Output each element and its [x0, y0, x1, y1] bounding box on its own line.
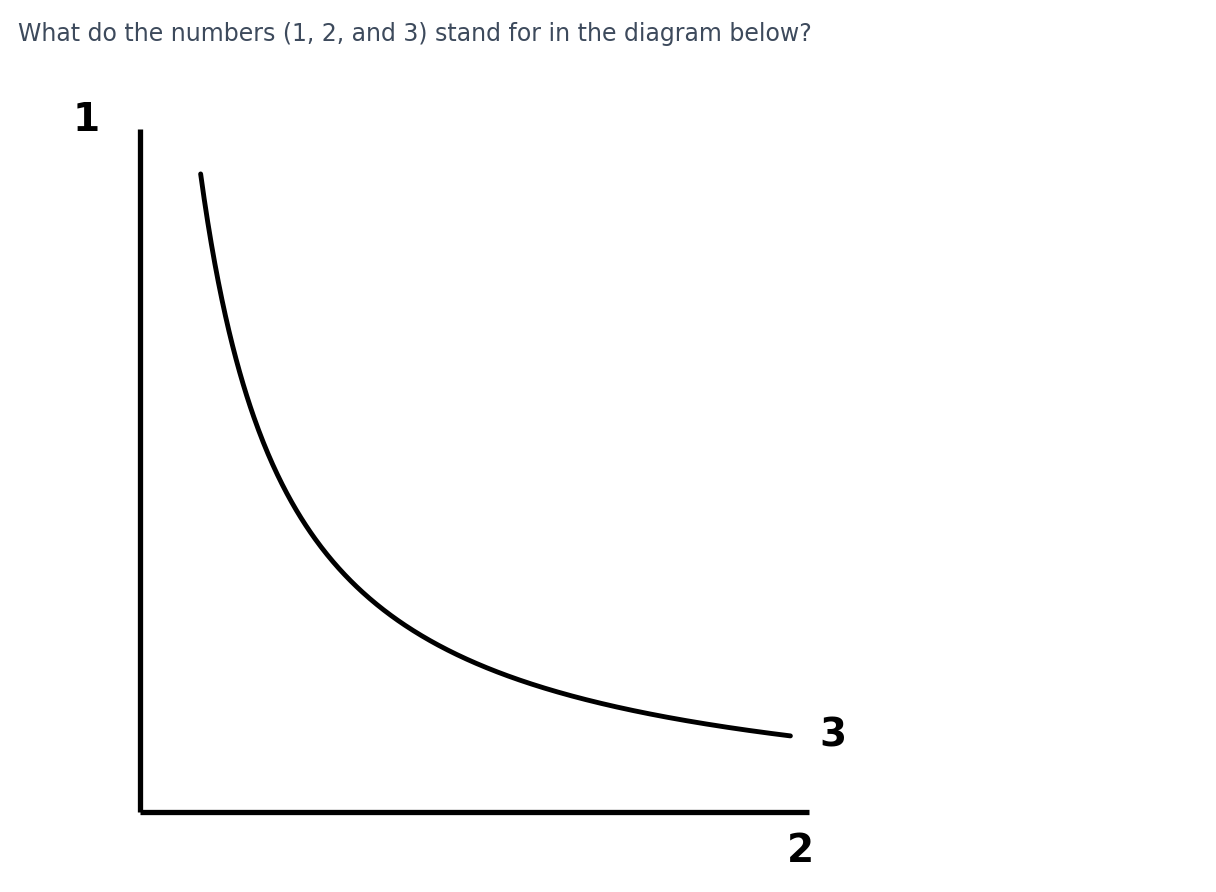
- Text: What do the numbers (1, 2, and 3) stand for in the diagram below?: What do the numbers (1, 2, and 3) stand …: [18, 22, 812, 46]
- Text: 1: 1: [73, 102, 100, 139]
- Text: 2: 2: [787, 831, 814, 870]
- Text: 3: 3: [820, 717, 846, 755]
